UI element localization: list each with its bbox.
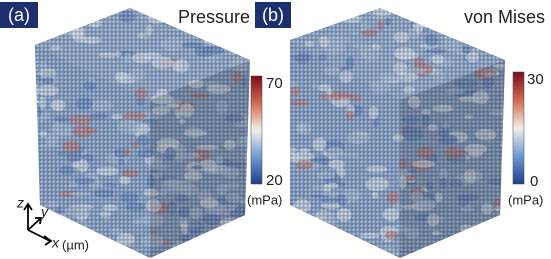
blotch [248, 53, 254, 59]
panel-label: (b) [262, 5, 284, 25]
colorbar [251, 76, 262, 184]
blotch [499, 48, 514, 55]
figure: (a) (b) Pressure von Mises 70 20 (mPa) 3… [0, 0, 551, 259]
blotch [20, 212, 42, 216]
blotch [505, 156, 512, 165]
blotch [220, 34, 234, 42]
blotch [497, 28, 514, 38]
blotch [23, 185, 36, 191]
colorbar-min: 20 [266, 172, 283, 189]
blotch [475, 231, 487, 242]
blotch [214, 28, 224, 39]
blotch [291, 6, 303, 12]
blotch [243, 247, 260, 259]
blotch [287, 218, 305, 227]
blotch [293, 247, 312, 253]
blotch [480, 224, 492, 232]
blotch [328, 239, 341, 243]
blotch [470, 227, 487, 240]
blotch [204, 29, 219, 42]
colorbar-min: 0 [530, 173, 538, 190]
blotch [453, 18, 461, 31]
axis-label-x: x [51, 235, 60, 251]
panel-title: von Mises [464, 7, 545, 27]
cube-b [276, 1, 517, 258]
panel-title: Pressure [178, 7, 250, 27]
blotch [298, 236, 315, 243]
blotch [24, 36, 37, 40]
blotch [281, 227, 292, 239]
blotch [217, 30, 238, 35]
blotch [487, 235, 499, 244]
blotch [87, 5, 97, 10]
colorbar-max: 70 [266, 75, 283, 92]
blotch [356, 252, 366, 257]
blotch [479, 26, 486, 39]
blotch [71, 9, 80, 18]
blotch [310, 243, 317, 252]
x-arrow [28, 230, 50, 241]
axis-unit: (µm) [62, 237, 89, 252]
colorbar-unit: (mPa) [508, 192, 543, 207]
blotch [435, 15, 455, 21]
colorbar-unit: (mPa) [247, 192, 282, 207]
blotch [298, 5, 311, 16]
blotch [160, 1, 168, 14]
blotch [460, 236, 468, 247]
blotch [243, 239, 263, 247]
colorbar-max: 30 [527, 71, 544, 88]
blotch [283, 197, 291, 205]
panel-label: (a) [8, 5, 30, 25]
blotch [53, 21, 77, 27]
blotch [72, 1, 79, 12]
blotch [227, 226, 245, 240]
blotch [58, 14, 73, 22]
blotch [60, 223, 79, 229]
axis-label-y: y [40, 204, 49, 220]
blotch [57, 23, 65, 28]
blotch [296, 21, 313, 30]
blotch [224, 31, 234, 43]
blotch [28, 105, 36, 111]
blotch [504, 180, 515, 189]
blotch [485, 37, 503, 49]
blotch [290, 226, 298, 235]
blotch [373, 251, 385, 255]
blotch [288, 29, 297, 35]
blotch [497, 222, 511, 232]
blotch [502, 48, 516, 58]
blotch [303, 9, 319, 19]
blotch [45, 25, 52, 35]
blotch [78, 16, 85, 21]
blotch [145, 0, 157, 13]
blotch [447, 239, 460, 252]
blotch [444, 250, 465, 254]
blotch [196, 239, 211, 245]
blotch [220, 241, 231, 247]
blotch [312, 242, 325, 252]
axis-label-z: z [16, 195, 24, 211]
blotch [500, 229, 515, 241]
cube-a [20, 0, 264, 259]
blotch [500, 209, 509, 223]
blotch [416, 251, 424, 256]
y-arrow [28, 219, 40, 230]
blotch [463, 234, 480, 245]
blotch [340, 3, 361, 9]
colorbar [513, 72, 524, 184]
blotch [143, 7, 159, 11]
blotch [454, 28, 464, 36]
